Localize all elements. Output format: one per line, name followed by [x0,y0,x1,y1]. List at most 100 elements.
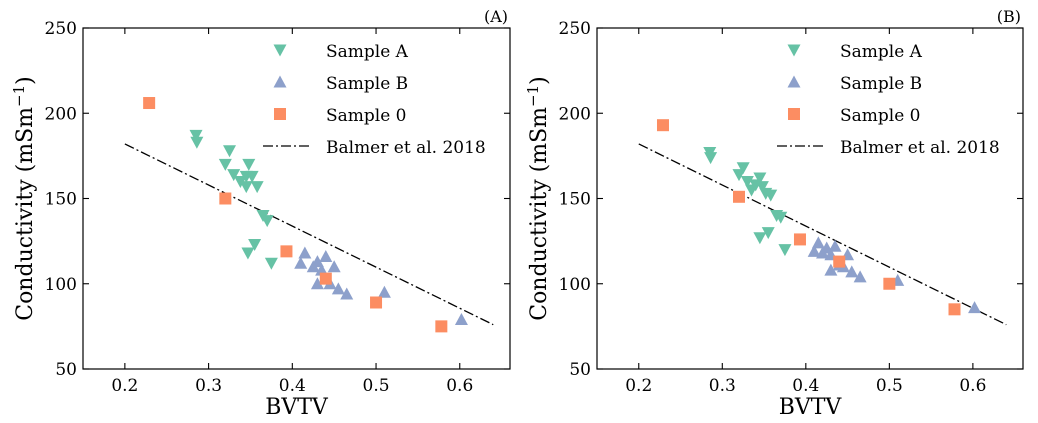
data-point [260,215,274,228]
data-point [310,255,324,268]
series-sample-a [189,129,278,270]
data-point [239,181,253,194]
data-point [327,260,341,273]
data-point [370,296,383,309]
panel-label: (B) [997,7,1021,26]
chart-panel-b: 0.2 0.3 0.4 0.5 0.6 50 100 150 200 250 BVTV Conduct… [524,7,1024,420]
y-tick-label: 250 [559,19,591,39]
plot-frame [82,27,511,370]
data-point [454,313,468,326]
legend-label: Sample A [840,42,923,62]
y-tick-label: 150 [45,190,77,210]
y-axis-label-superscript: −1 [524,85,542,107]
x-tick-label: 0.6 [959,376,986,396]
x-tick-label: 0.5 [363,376,390,396]
series-sample-0 [143,97,448,333]
data-point [331,282,345,295]
x-tick-label: 0.6 [446,376,473,396]
y-axis-label-superscript: −1 [10,85,28,107]
legend-label: Sample B [840,74,922,94]
chart-panel-a: 0.2 0.3 0.4 0.5 0.6 50 100 150 200 250 BVTV Conduct… [10,7,511,420]
data-point [807,244,821,257]
data-point [883,277,896,290]
series-sample-a [703,146,792,257]
x-axis-label: BVTV [265,395,329,420]
data-point [755,181,769,194]
data-point [310,277,324,290]
data-point [948,303,961,316]
legend: Sample A Sample B Sample 0 Balmer et al. 20… [263,42,486,158]
legend-label: Sample 0 [840,106,921,126]
data-point [298,246,312,259]
data-point [264,257,278,270]
data-point [833,255,846,268]
y-tick-label: 150 [559,190,591,210]
data-point [241,247,255,260]
data-point [143,97,156,110]
data-point [753,232,767,245]
data-point [315,263,329,276]
data-point [656,119,669,132]
data-point [736,162,750,175]
legend-label: Sample B [326,74,408,94]
legend-marker [788,108,800,120]
data-point [377,285,391,298]
legend: Sample A Sample B Sample 0 Balmer et al. 20… [777,42,1000,158]
legend-marker [273,75,287,88]
series-sample-b [807,236,982,314]
y-tick-label: 50 [55,360,77,380]
x-tick-label: 0.4 [279,376,306,396]
data-point [319,272,332,285]
legend-label: Sample 0 [326,106,407,126]
legend-label: Balmer et al. 2018 [326,138,486,158]
data-point [774,211,788,224]
x-axis-label: BVTV [779,395,843,420]
data-point [250,181,264,194]
data-point [218,158,232,171]
data-point [828,239,842,252]
x-tick-label: 0.4 [792,376,819,396]
y-axis-label-text: Conductivity (mSm [527,107,552,321]
legend-label: Sample A [326,42,409,62]
data-point [248,239,262,252]
data-point [219,192,232,205]
data-point [778,244,792,257]
x-tick-label: 0.3 [195,376,222,396]
y-tick-label: 200 [45,104,77,124]
legend-marker [787,44,801,57]
y-tick-label: 50 [569,360,591,380]
legend-marker [273,44,287,57]
y-axis-label: Conductivity (mSm−1) [524,76,552,321]
y-tick-label: 100 [559,275,591,295]
data-point [435,320,448,333]
y-tick-label: 250 [45,19,77,39]
data-point [793,233,806,246]
data-point [733,190,745,203]
data-point [319,249,333,262]
data-point [761,227,775,240]
x-tick-label: 0.3 [709,376,736,396]
data-point [968,301,982,314]
y-axis-label-end: ) [13,76,38,85]
legend-label: Balmer et al. 2018 [840,138,1000,158]
data-point [824,263,838,276]
x-tick-label: 0.5 [876,376,903,396]
data-point [223,145,237,158]
data-point [740,175,754,188]
y-tick-label: 100 [45,275,77,295]
y-axis-label-text: Conductivity (mSm [13,107,38,321]
series-sample-0 [656,119,961,316]
data-point [764,189,778,202]
data-point [753,172,767,185]
data-point [242,158,256,171]
x-tick-label: 0.2 [111,376,138,396]
legend-marker [787,75,801,88]
y-axis-label: Conductivity (mSm−1) [10,76,38,321]
data-point [704,152,718,165]
panel-label: (A) [484,7,508,26]
data-point [227,169,241,182]
data-point [853,270,867,283]
y-tick-label: 200 [559,104,591,124]
x-tick-label: 0.2 [625,376,652,396]
